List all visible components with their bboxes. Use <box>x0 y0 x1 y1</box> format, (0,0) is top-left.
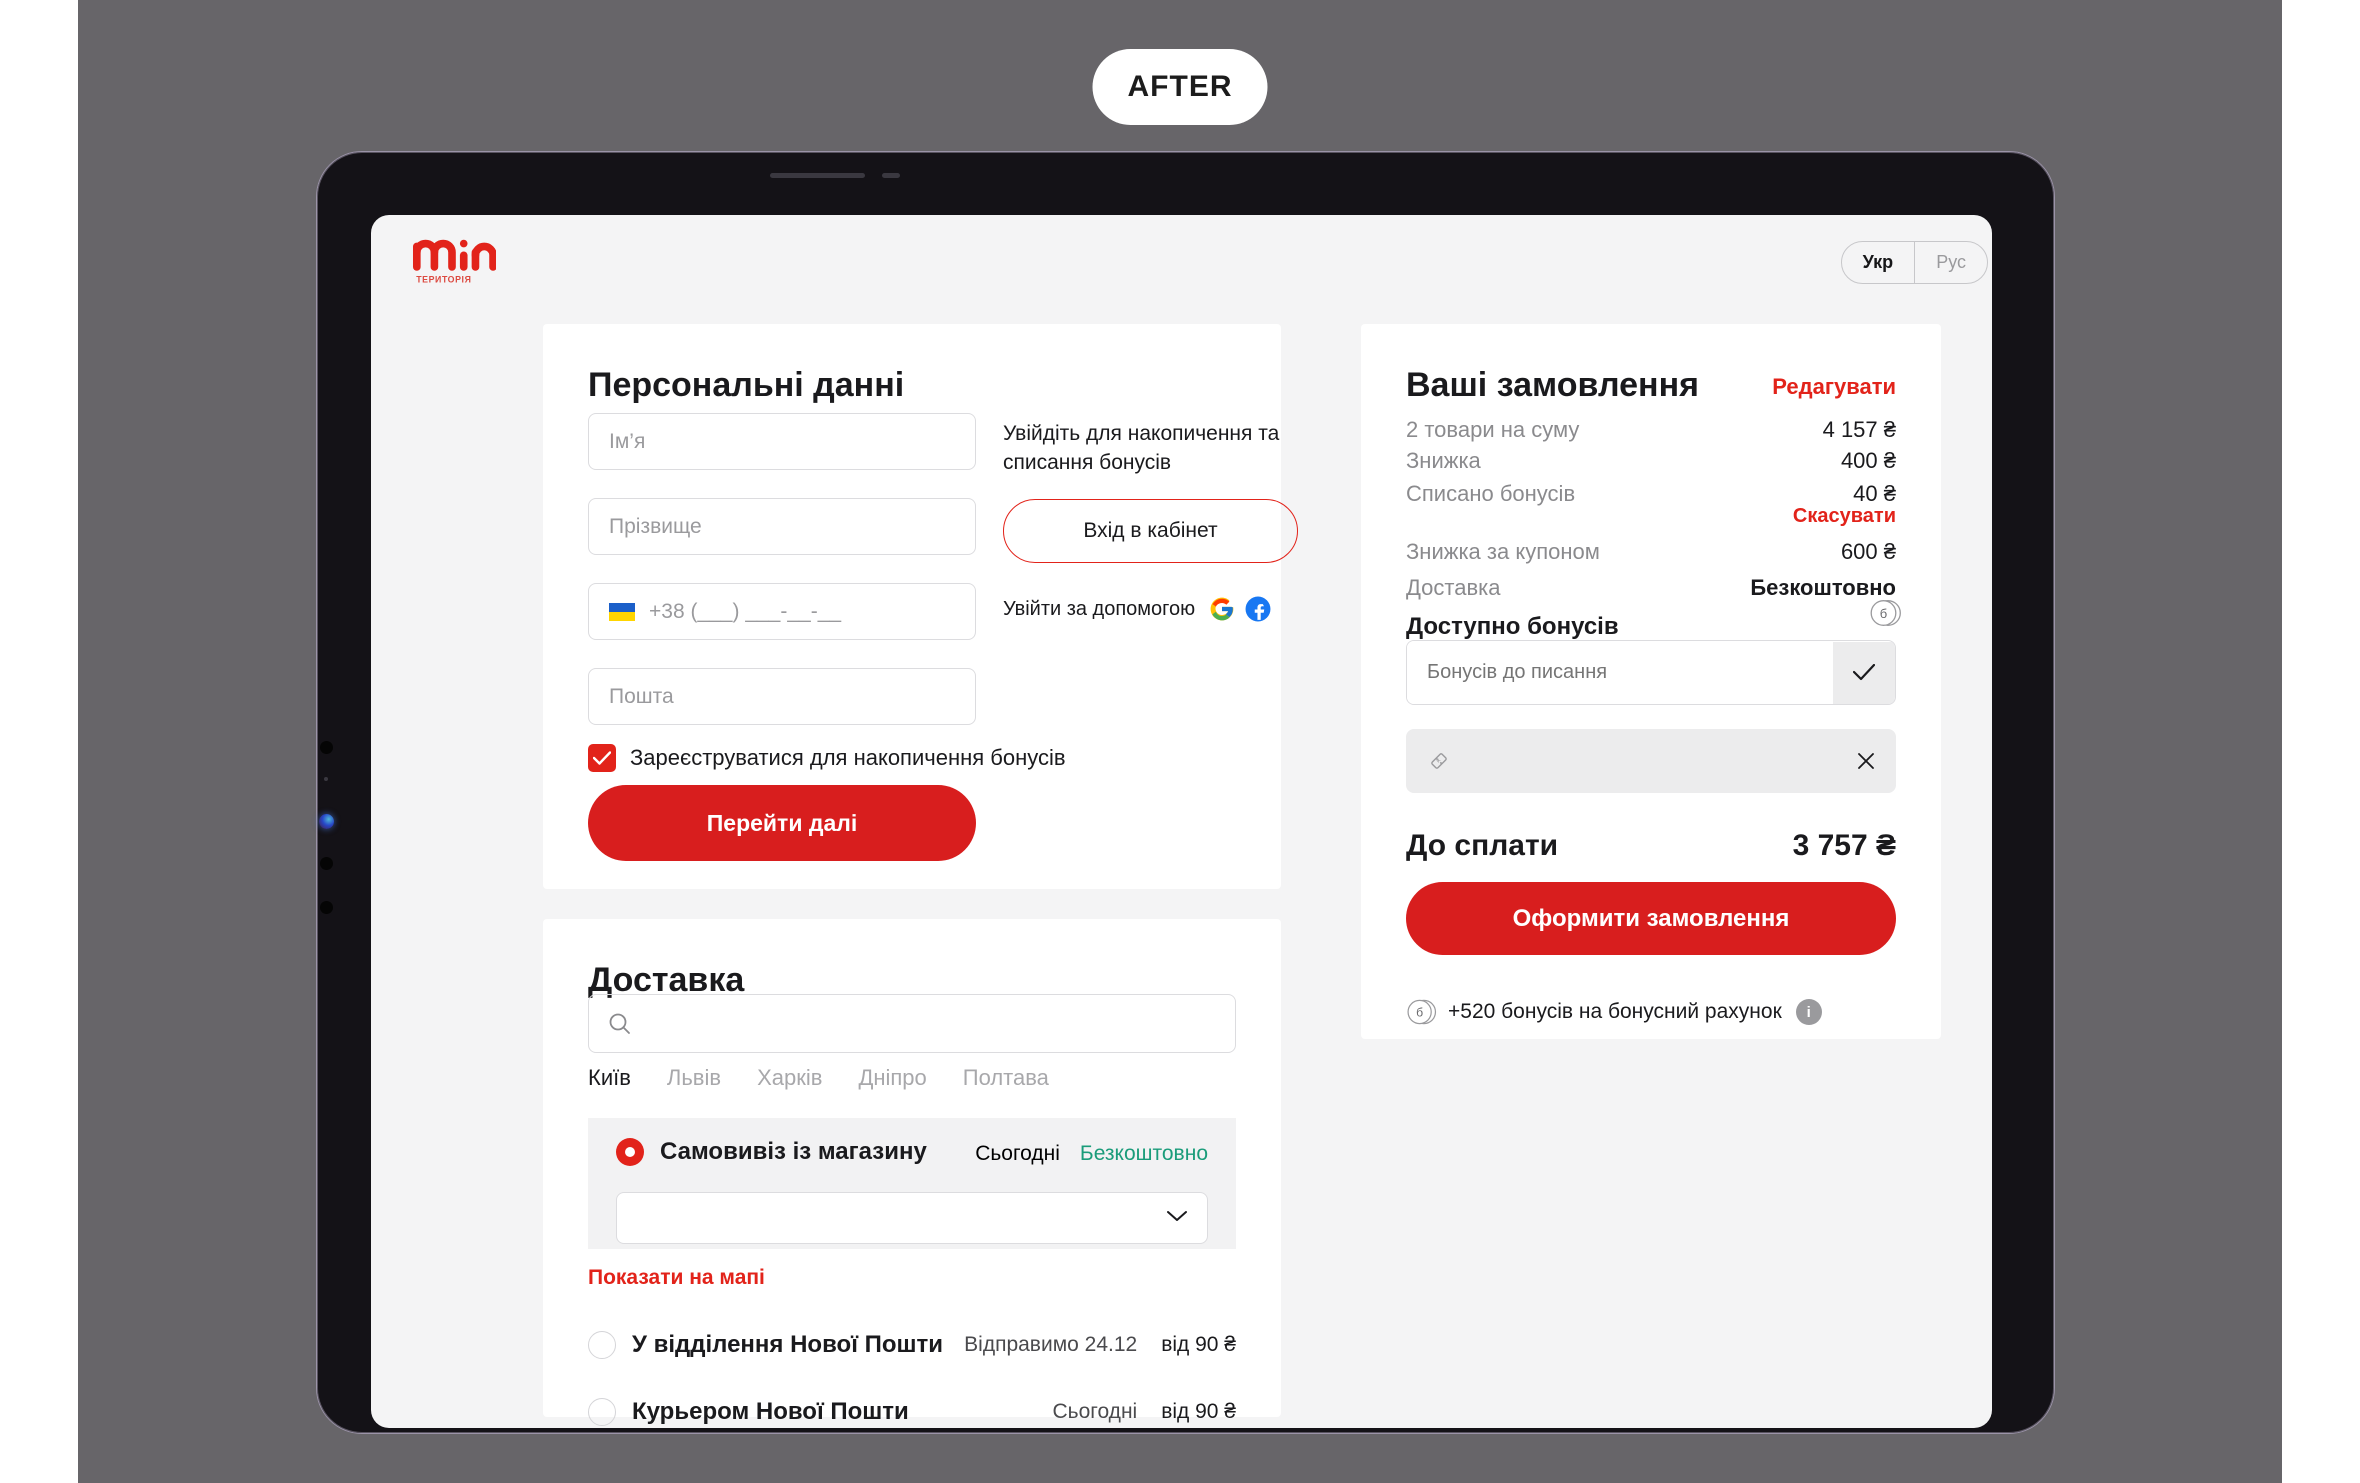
svg-text:б: б <box>1880 606 1887 621</box>
svg-text:б: б <box>1416 1006 1423 1020</box>
svg-text:ТЕРИТОРІЯ: ТЕРИТОРІЯ <box>416 275 471 285</box>
